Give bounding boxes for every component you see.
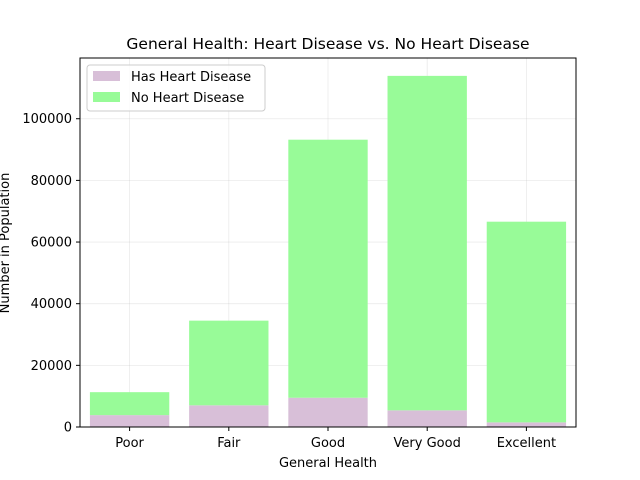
bar-no-heart-disease [387, 75, 467, 411]
legend-label: No Heart Disease [131, 91, 244, 106]
legend-label: Has Heart Disease [131, 70, 251, 85]
bar-no-heart-disease [288, 139, 368, 398]
x-axis-ticks: Poor Fair Good Very Good Excellent [115, 427, 556, 451]
y-tick-label: 0 [64, 421, 72, 436]
bars [89, 75, 567, 427]
legend-swatch [93, 71, 120, 81]
bar-has-heart-disease [486, 422, 567, 427]
x-tick-label: Very Good [394, 436, 461, 451]
y-tick-label: 20000 [31, 359, 72, 374]
bar-has-heart-disease [89, 415, 170, 427]
bar-has-heart-disease [288, 397, 368, 427]
legend: Has Heart Disease No Heart Disease [86, 64, 266, 112]
chart-title: General Health: Heart Disease vs. No Hea… [126, 35, 529, 53]
x-axis-label: General Health [279, 456, 377, 471]
x-tick-label: Poor [115, 436, 144, 451]
plot-area [79, 57, 577, 428]
x-tick-label: Excellent [497, 436, 556, 451]
bar-no-heart-disease [486, 221, 567, 423]
legend-swatch [93, 92, 120, 102]
y-axis-ticks: 0 20000 40000 60000 80000 100000 [22, 112, 80, 436]
bar-no-heart-disease [89, 392, 170, 416]
x-tick-label: Good [311, 436, 345, 451]
y-axis-label: Number in Population [0, 173, 13, 314]
legend-box [86, 64, 266, 112]
bar-no-heart-disease [189, 320, 269, 406]
y-tick-label: 100000 [22, 112, 72, 127]
y-tick-label: 80000 [31, 174, 72, 189]
y-tick-label: 60000 [31, 236, 72, 251]
bar-has-heart-disease [387, 410, 467, 427]
y-tick-label: 40000 [31, 297, 72, 312]
x-tick-label: Fair [217, 436, 241, 451]
bar-has-heart-disease [189, 405, 269, 427]
